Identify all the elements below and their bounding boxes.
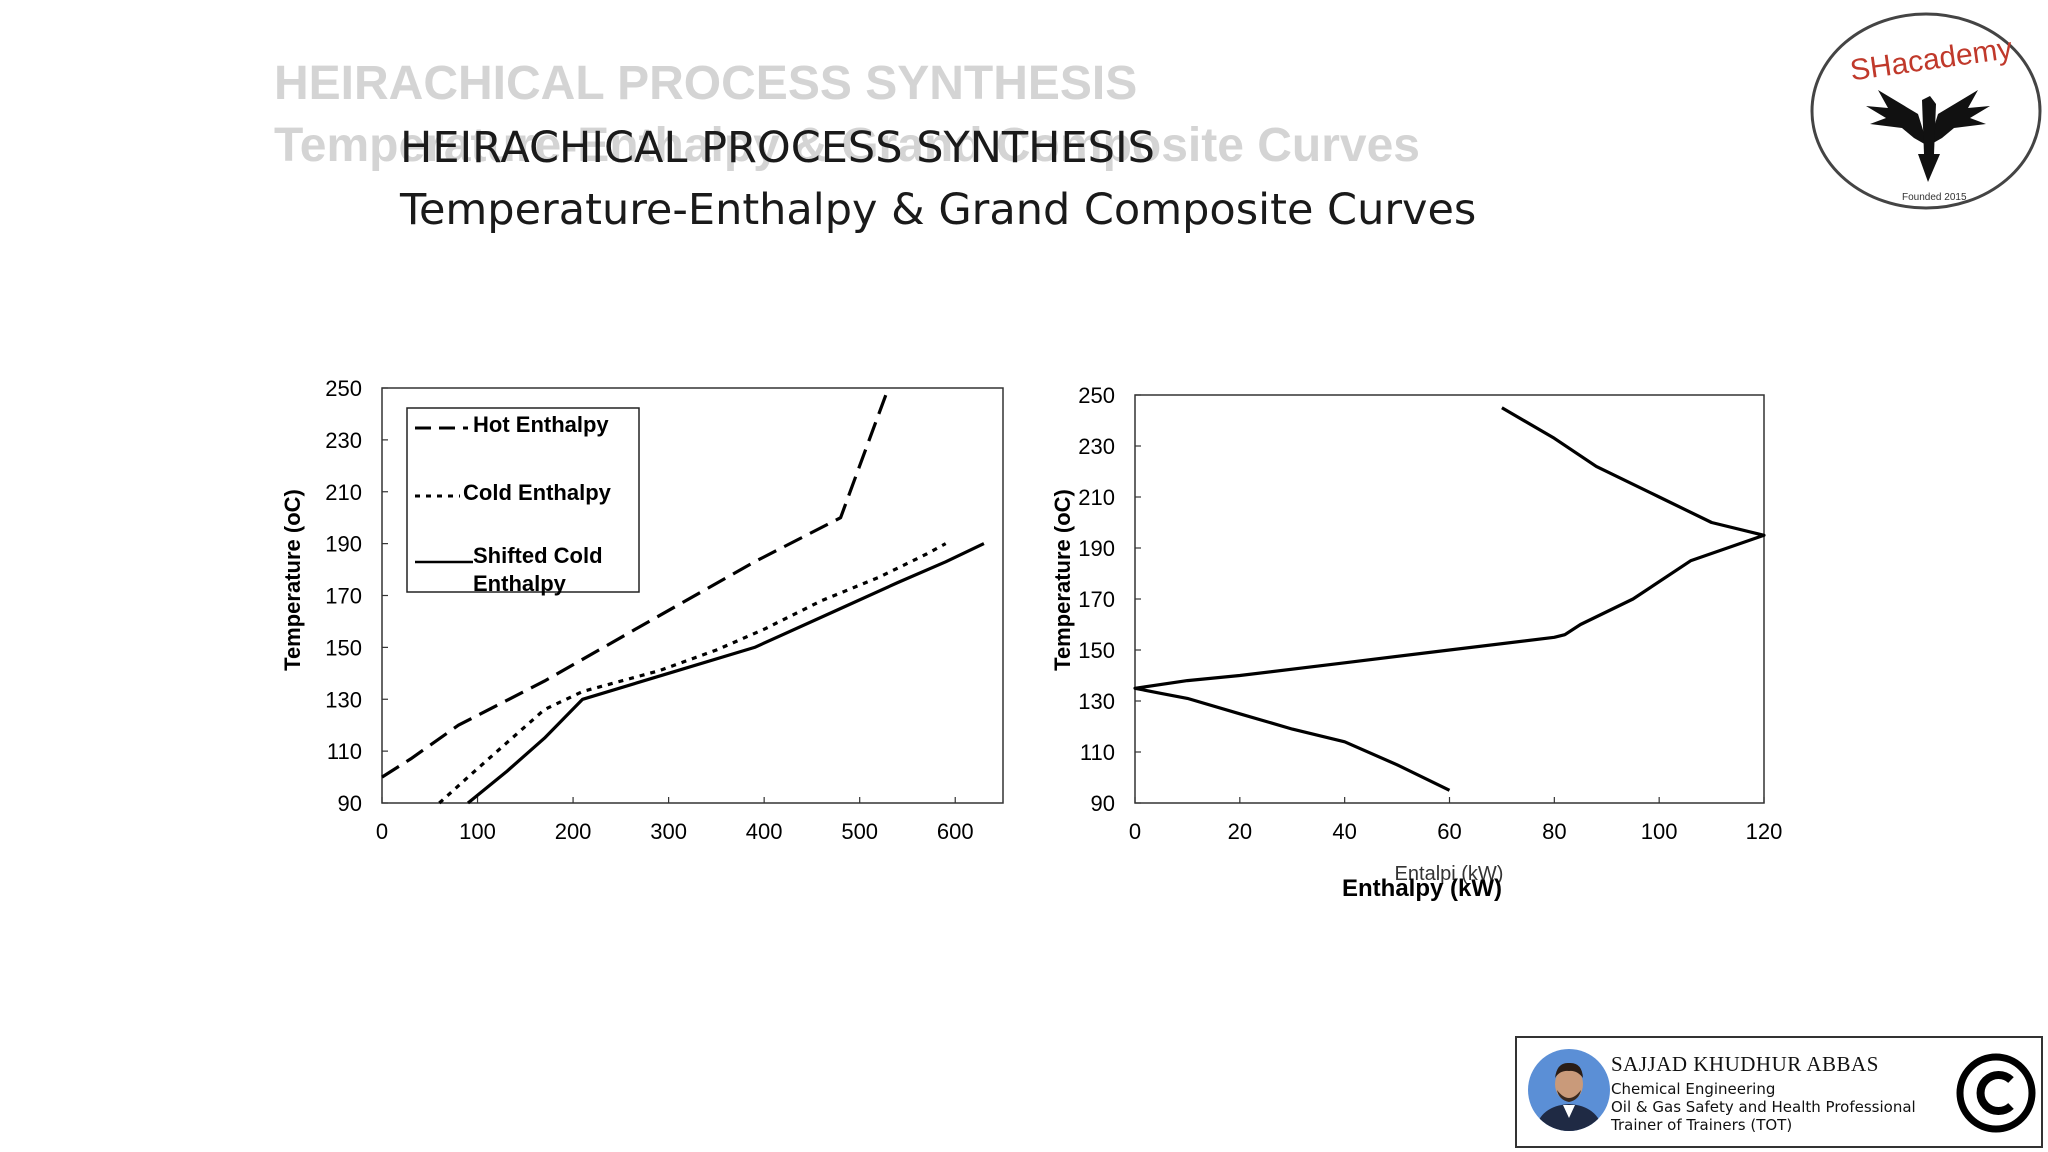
chart1-series-dotted-1 [438, 542, 947, 805]
chart1-ytick-label: 150 [325, 635, 362, 660]
ghost-title-line2: Temperature-Enthalpy & Grand Composite C… [274, 119, 1420, 172]
chart2-plot-frame [1134, 394, 1765, 804]
presenter-line1: Chemical Engineering [1611, 1080, 1776, 1098]
shacademy-logo: SHacademy Founded 2015 [1810, 12, 2042, 210]
copyright-icon [1956, 1053, 2036, 1133]
chart2-series-solid-0 [1133, 406, 1766, 792]
legend-shifted-label: Shifted Cold Enthalpy [473, 543, 609, 596]
eagle-icon [1866, 90, 1990, 182]
presenter-name: SAJJAD KHUDHUR ABBAS [1611, 1052, 1879, 1076]
chart2-xtick-label: 120 [1746, 819, 1783, 844]
legend-cold-label: Cold Enthalpy [463, 480, 612, 505]
chart1-legend: Hot Enthalpy Cold Enthalpy Shifted Cold … [406, 407, 640, 596]
chart2-ytick-label: 250 [1078, 383, 1115, 408]
chart2-ytick-label: 110 [1080, 740, 1115, 765]
legend-hot-label: Hot Enthalpy [473, 412, 609, 437]
chart2-ytick-label: 90 [1091, 791, 1115, 816]
chart1-series-solid-2 [466, 542, 985, 805]
chart2-xlabel-ghost: Entalpi (kW) [1395, 863, 1504, 885]
chart1-xtick-label: 600 [937, 819, 974, 844]
ghost-title-line1: HEIRACHICAL PROCESS SYNTHESIS [274, 57, 1138, 110]
chart1-xtick-label: 400 [746, 819, 783, 844]
slide-subtitle: Temperature-Enthalpy & Grand Composite C… [400, 185, 1477, 235]
chart1-xtick-label: 300 [650, 819, 687, 844]
chart2-xtick-label: 0 [1129, 819, 1141, 844]
chart2-xtick-label: 100 [1641, 819, 1678, 844]
chart2-xtick-label: 20 [1228, 819, 1252, 844]
avatar [1528, 1049, 1610, 1131]
chart1-xtick-label: 0 [376, 819, 388, 844]
chart1-xtick-label: 500 [841, 819, 878, 844]
chart2-ytick-label: 130 [1078, 689, 1115, 714]
chart1-ytick-label: 190 [325, 532, 362, 557]
chart2-xtick-label: 40 [1332, 819, 1356, 844]
chart1-ytick-label: 170 [325, 584, 362, 609]
chart2-ytick-label: 210 [1078, 485, 1115, 510]
chart2-ylabel: Temperature (oC) [1050, 489, 1075, 671]
chart2-ytick-label: 190 [1078, 536, 1115, 561]
legend-shifted-word2: Enthalpy [473, 571, 567, 596]
chart1-ytick-label: 110 [327, 739, 362, 764]
grand-composite-chart: 0 20 40 60 80 100 120 90 110 130 150 170 190 210 230 25… [1050, 383, 1783, 902]
chart2-ytick-label: 230 [1078, 434, 1115, 459]
chart1-ytick-label: 210 [325, 480, 362, 505]
chart1-ytick-label: 250 [325, 376, 362, 401]
chart1-xtick-label: 200 [555, 819, 592, 844]
chart2-ytick-label: 150 [1078, 638, 1115, 663]
chart2-xtick-label: 80 [1542, 819, 1566, 844]
slide-title: HEIRACHICAL PROCESS SYNTHESIS [400, 123, 1155, 173]
te-composite-chart: 0 100 200 300 400 500 600 90 110 130 150 170 190 210 2… [280, 376, 1004, 844]
chart1-ylabel: Temperature (oC) [280, 489, 305, 671]
chart2-xtick-label: 60 [1437, 819, 1461, 844]
legend-shifted-word: Shifted Cold [473, 543, 603, 568]
chart1-ytick-label: 230 [325, 428, 362, 453]
presenter-line2: Oil & Gas Safety and Health Professional [1611, 1098, 1916, 1116]
chart2-ytick-label: 170 [1078, 587, 1115, 612]
chart1-series-dashed-0 [381, 387, 890, 779]
chart1-ytick-label: 130 [325, 687, 362, 712]
chart2-xlabel: Enthalpy (kW) [1342, 875, 1502, 902]
chart1-ytick-label: 90 [338, 791, 362, 816]
presenter-card: SAJJAD KHUDHUR ABBAS Chemical Engineerin… [1515, 1036, 2043, 1148]
chart1-xtick-label: 100 [459, 819, 496, 844]
presenter-line3: Trainer of Trainers (TOT) [1611, 1116, 1793, 1134]
logo-subtext: Founded 2015 [1902, 192, 1967, 203]
